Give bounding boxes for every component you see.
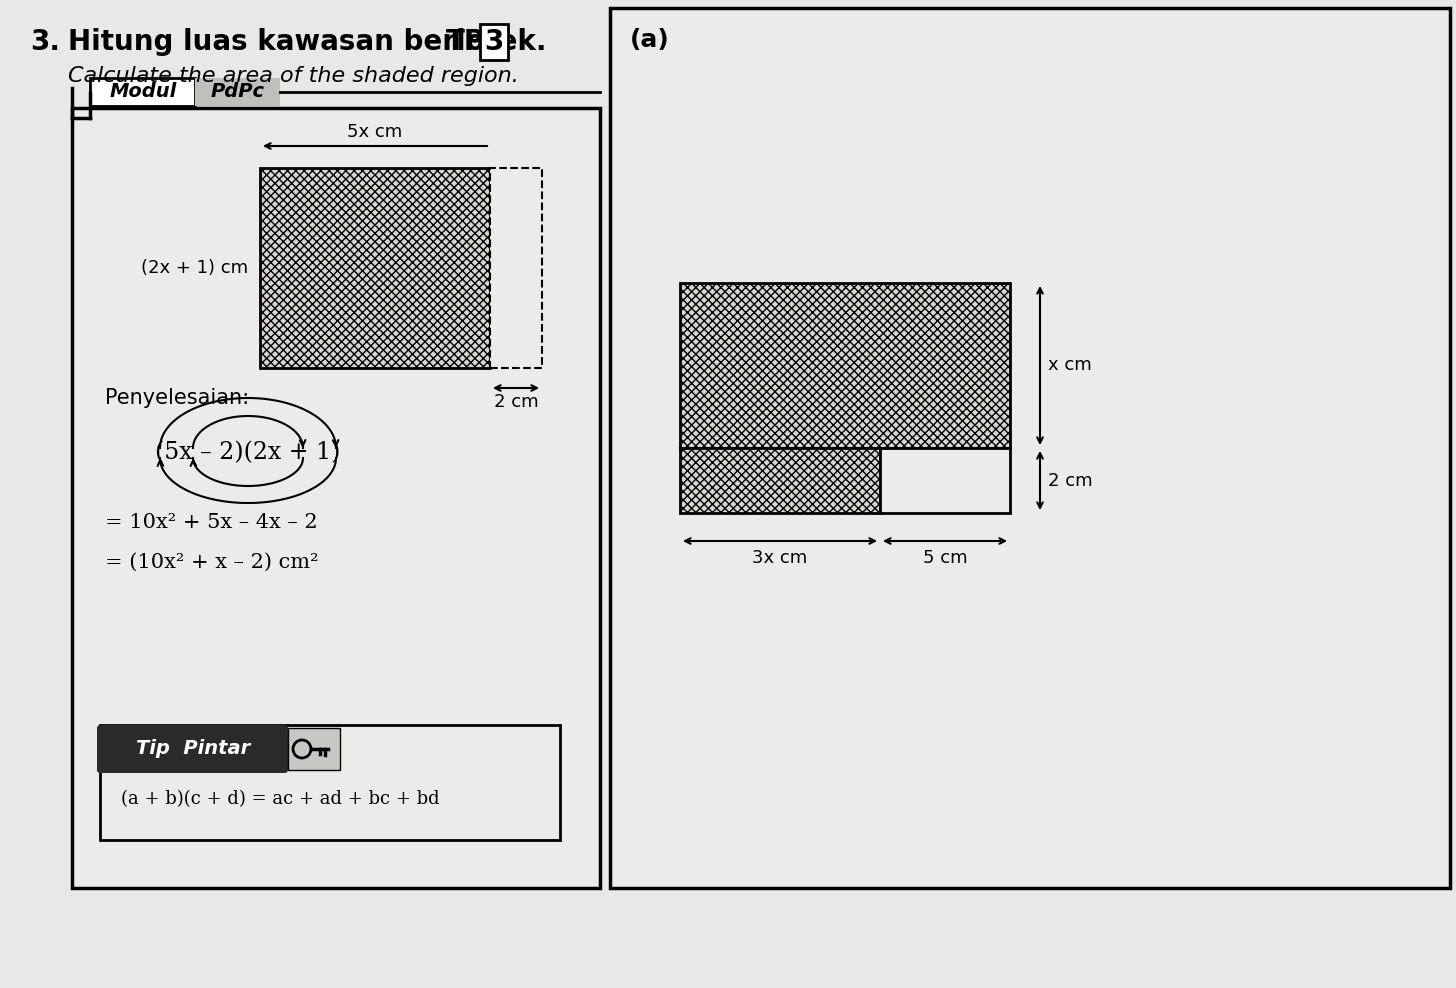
Text: 5 cm: 5 cm (923, 549, 967, 567)
Text: 3x cm: 3x cm (753, 549, 808, 567)
Text: Hitung luas kawasan berlorek.: Hitung luas kawasan berlorek. (68, 28, 546, 56)
Text: (5x – 2)(2x + 1): (5x – 2)(2x + 1) (154, 442, 341, 464)
Text: = 10x² + 5x – 4x – 2: = 10x² + 5x – 4x – 2 (105, 513, 317, 532)
Text: PdPc: PdPc (211, 83, 265, 102)
Text: 3.: 3. (31, 28, 60, 56)
Bar (879, 448, 1010, 513)
Text: 3: 3 (483, 28, 504, 56)
Bar (680, 448, 879, 513)
Bar (195, 78, 280, 106)
Text: Tip  Pintar: Tip Pintar (135, 739, 250, 759)
Text: Penyelesaian:: Penyelesaian: (105, 388, 249, 408)
FancyBboxPatch shape (98, 725, 288, 773)
Text: TP: TP (446, 28, 485, 56)
Text: Calculate the area of the shaded region.: Calculate the area of the shaded region. (68, 66, 518, 86)
Bar (610, 8, 1450, 888)
Bar (261, 168, 491, 368)
Text: Modul: Modul (109, 83, 176, 102)
Text: 2 cm: 2 cm (1048, 471, 1092, 489)
Text: (2x + 1) cm: (2x + 1) cm (141, 259, 248, 277)
Text: 5x cm: 5x cm (348, 123, 403, 141)
Text: (a): (a) (630, 28, 670, 52)
Bar (680, 283, 1010, 448)
Text: (a + b)(c + d) = ac + ad + bc + bd: (a + b)(c + d) = ac + ad + bc + bd (121, 790, 440, 808)
Text: 2 cm: 2 cm (494, 393, 539, 411)
Bar (288, 728, 341, 770)
Bar (90, 78, 195, 106)
Text: x cm: x cm (1048, 357, 1092, 374)
Bar (491, 168, 542, 368)
Bar (71, 108, 600, 888)
Text: = (10x² + x – 2) cm²: = (10x² + x – 2) cm² (105, 553, 319, 572)
Bar (100, 725, 561, 840)
